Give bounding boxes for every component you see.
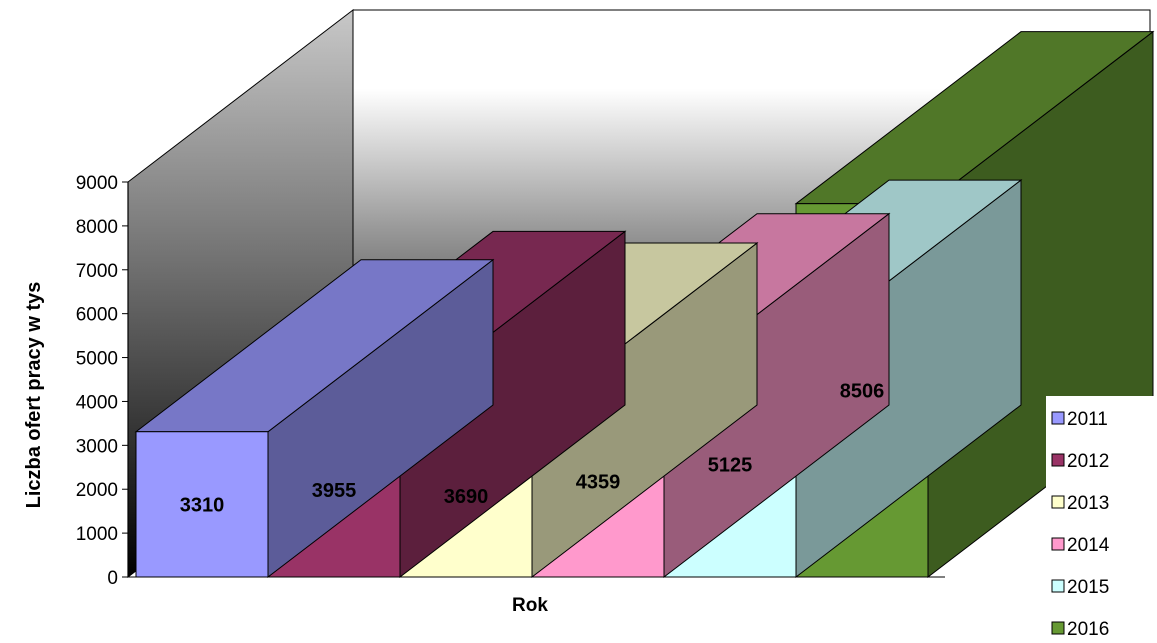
data-label-2011: 3310 [180, 494, 225, 516]
y-tick-label: 1000 [76, 524, 118, 545]
legend-item-2013: 2013 [1051, 493, 1109, 514]
legend-item-2012: 2012 [1051, 451, 1109, 472]
y-axis: 0 1000 2000 3000 4000 5000 6000 7000 8000 9000 [76, 173, 129, 589]
y-tick-label: 5000 [76, 349, 118, 370]
y-tick-label: 6000 [76, 305, 118, 326]
legend-swatch [1051, 579, 1065, 593]
data-labels: 3310 3955 3690 4359 5125 8506 [180, 380, 885, 516]
bars [134, 30, 1155, 579]
y-tick-label: 9000 [76, 173, 118, 194]
y-tick-label: 3000 [76, 436, 118, 457]
legend-item-2016: 2016 [1051, 619, 1109, 640]
y-tick-label: 7000 [76, 261, 118, 282]
legend-label: 2013 [1067, 493, 1109, 514]
legend-swatch [1051, 453, 1065, 467]
legend-swatch [1051, 537, 1065, 551]
legend-item-2015: 2015 [1051, 577, 1109, 598]
legend-label: 2012 [1067, 451, 1109, 472]
y-tick-label: 4000 [76, 392, 118, 413]
legend-label: 2015 [1067, 577, 1109, 598]
data-label-2015: 5125 [708, 455, 753, 477]
data-label-2016: 8506 [840, 380, 885, 402]
legend-swatch [1051, 495, 1065, 509]
legend-swatch [1051, 621, 1065, 635]
legend-label: 2014 [1067, 535, 1110, 556]
y-tick-label: 0 [107, 568, 118, 589]
y-axis-label: Liczba ofert pracy w tys [23, 282, 45, 509]
legend-box [1046, 396, 1154, 636]
y-tick-label: 8000 [76, 217, 118, 238]
data-label-2014: 4359 [576, 471, 621, 493]
bar-front-2011 [135, 431, 269, 578]
legend-item-2011: 2011 [1051, 409, 1108, 430]
legend-label: 2011 [1067, 409, 1108, 430]
data-label-2012: 3955 [312, 480, 357, 502]
legend-label: 2016 [1067, 619, 1109, 638]
data-label-2013: 3690 [444, 486, 489, 508]
legend: 2011 2012 2013 2014 2015 2016 [1046, 396, 1154, 640]
legend-item-2014: 2014 [1051, 535, 1110, 556]
bar-2011 [134, 258, 495, 579]
x-axis-label: Rok [512, 595, 548, 616]
legend-swatch [1051, 411, 1065, 425]
y-tick-label: 2000 [76, 480, 118, 501]
